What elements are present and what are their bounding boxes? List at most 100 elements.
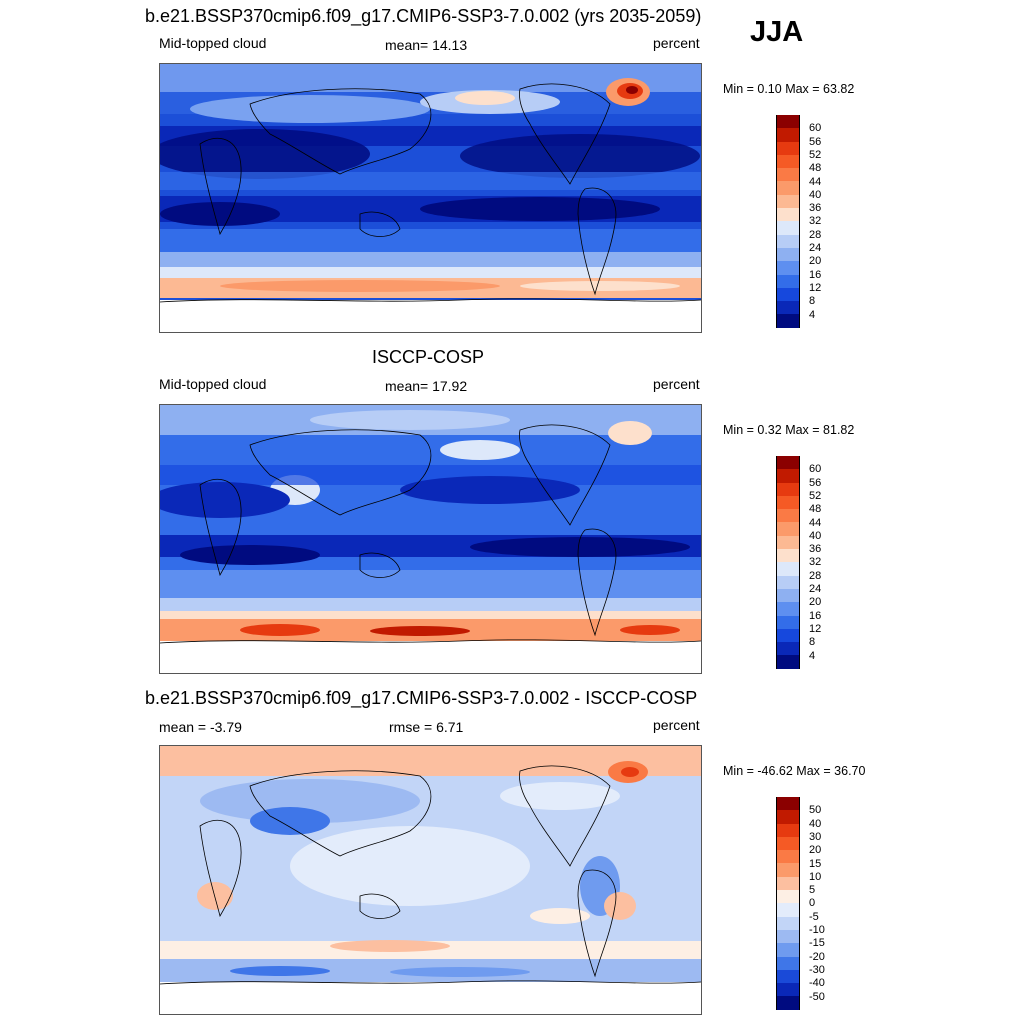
panel-field-label: Mid-topped cloud: [159, 35, 267, 51]
colorbar-swatch: [777, 575, 799, 589]
panel-units-label: percent: [653, 717, 700, 733]
colorbar-tick-label: 16: [809, 609, 822, 622]
colorbar-tick-label: 60: [809, 122, 822, 135]
colorbar-tick-label: 44: [809, 175, 822, 188]
colorbar-tick-label: 30: [809, 830, 822, 843]
colorbar-tick-label: 4: [809, 649, 816, 662]
colorbar-tick-label: 24: [809, 242, 822, 254]
colorbar-tick-label: 4: [809, 308, 816, 321]
panel-units-label: percent: [653, 376, 700, 392]
colorbar-tick-label: 20: [809, 255, 822, 268]
colorbar-tick-label: 60: [809, 463, 822, 476]
colorbar-swatch: [777, 194, 799, 209]
colorbar-tick-label: 20: [809, 596, 822, 609]
colorbar-swatch: [777, 234, 799, 248]
panel-mean-label: mean= 17.92: [385, 378, 468, 394]
colorbar-tick-label: -5: [809, 910, 819, 923]
colorbar-tick-label: 0: [809, 897, 816, 910]
map-panel-diff: [159, 745, 702, 1015]
panel-units-label: percent: [653, 35, 700, 51]
colorbar-tick-label: 10: [809, 870, 822, 883]
colorbar-swatch: [777, 996, 799, 1010]
colorbar-tick-label: 52: [809, 489, 822, 502]
colorbar-tick-label: -30: [809, 963, 825, 976]
panel-field-label: Mid-topped cloud: [159, 376, 267, 392]
colorbar-swatch: [777, 128, 799, 142]
panel-title-obs: ISCCP-COSP: [372, 347, 485, 367]
colorbar-swatch: [777, 943, 799, 957]
colorbar-swatch: [777, 287, 799, 302]
colorbar-swatch: [777, 876, 799, 891]
colorbar-tick-label: 40: [809, 817, 822, 830]
colorbar-tick-label: 24: [809, 583, 822, 595]
colorbar-swatch: [777, 562, 799, 576]
colorbar-swatch: [777, 863, 799, 877]
colorbar-swatch: [777, 522, 799, 536]
colorbar-swatch: [777, 929, 799, 944]
panel-mean-label: mean = -3.79: [159, 719, 242, 735]
colorbar-swatch: [777, 615, 799, 629]
colorbar-swatch: [777, 983, 799, 997]
colorbar-swatch: [777, 549, 799, 563]
panel-title-diff: b.e21.BSSP370cmip6.f09_g17.CMIP6-SSP3-7.…: [145, 688, 698, 708]
colorbar-swatch: [777, 261, 799, 275]
colorbar-tick-label: 44: [809, 516, 822, 529]
colorbar-swatch: [777, 850, 799, 864]
colorbar-tick-label: 56: [809, 476, 822, 489]
season-label: JJA: [750, 16, 804, 48]
panel-minmax-label: Min = -46.62 Max = 36.70: [723, 764, 866, 778]
colorbar-diff: [776, 797, 800, 1010]
colorbar-swatch: [777, 509, 799, 523]
colorbar-tick-label: 36: [809, 202, 822, 215]
colorbar-swatch: [777, 642, 799, 656]
colorbar-swatch: [777, 969, 799, 984]
colorbar-tick-label: -50: [809, 990, 825, 1003]
colorbar-tick-label: -10: [809, 924, 825, 936]
colorbar-tick-label: 48: [809, 503, 822, 516]
panel-minmax-label: Min = 0.10 Max = 63.82: [723, 82, 855, 96]
colorbar-tick-label: 12: [809, 622, 822, 635]
colorbar-tick-label: 28: [809, 569, 822, 582]
colorbar-swatch: [777, 314, 799, 328]
colorbar-model: [776, 115, 800, 328]
colorbar-swatch: [777, 823, 799, 837]
colorbar-swatch: [777, 168, 799, 182]
colorbar-swatch: [777, 154, 799, 169]
colorbar-tick-label: 32: [809, 556, 822, 569]
colorbar-swatch: [777, 141, 799, 155]
colorbar-tick-label: 15: [809, 857, 822, 870]
colorbar-swatch: [777, 956, 799, 970]
colorbar-tick-label: 28: [809, 228, 822, 241]
colorbar-tick-label: 5: [809, 884, 816, 897]
colorbar-swatch: [777, 221, 799, 235]
colorbar-tick-label: 48: [809, 162, 822, 175]
colorbar-swatch: [777, 836, 799, 851]
colorbar-tick-label: 56: [809, 135, 822, 148]
map-panel-model: [159, 63, 702, 333]
colorbar-tick-label: 16: [809, 268, 822, 281]
colorbar-tick-label: 40: [809, 529, 822, 542]
colorbar-swatch: [777, 903, 799, 917]
panel-rmse-label: rmse = 6.71: [389, 719, 464, 735]
colorbar-swatch: [777, 588, 799, 603]
colorbar-swatch: [777, 628, 799, 643]
colorbar-tick-label: 36: [809, 543, 822, 556]
colorbar-swatch: [777, 810, 799, 824]
colorbar-swatch: [777, 602, 799, 616]
colorbar-swatch: [777, 247, 799, 262]
colorbar-swatch: [777, 301, 799, 315]
colorbar-tick-label: 40: [809, 188, 822, 201]
colorbar-tick-label: -40: [809, 977, 825, 990]
colorbar-swatch: [777, 797, 799, 811]
colorbar-swatch: [777, 890, 799, 904]
colorbar-swatch: [777, 115, 799, 129]
colorbar-tick-label: 8: [809, 295, 816, 308]
colorbar-swatch: [777, 181, 799, 195]
colorbar-tick-label: 12: [809, 281, 822, 294]
panel-title-model: b.e21.BSSP370cmip6.f09_g17.CMIP6-SSP3-7.…: [145, 6, 702, 26]
colorbar-tick-label: -15: [809, 937, 825, 950]
colorbar-swatch: [777, 456, 799, 470]
colorbar-tick-label: 32: [809, 215, 822, 228]
colorbar-tick-label: 52: [809, 148, 822, 161]
colorbar-swatch: [777, 495, 799, 510]
